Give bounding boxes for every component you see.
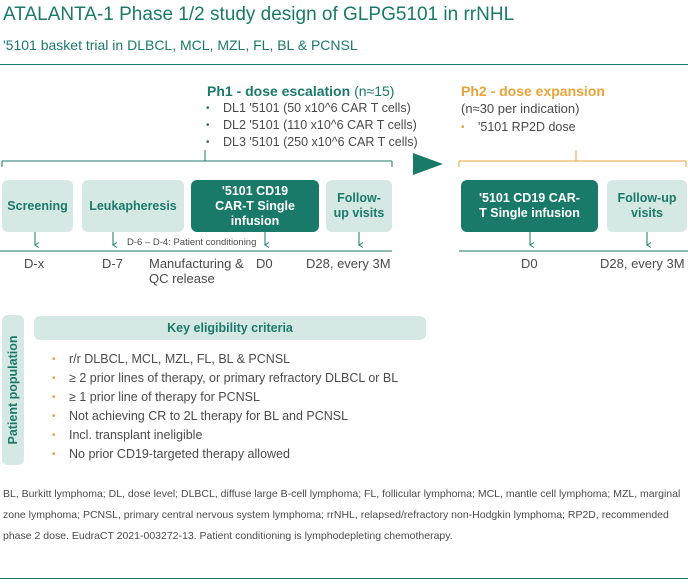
ph1-bracket: [1, 150, 393, 167]
list-item: • r/r DLBCL, MCL, MZL, FL, BL & PCNSL: [52, 350, 398, 369]
ph2-timepoint-follow-up: D28, every 3M: [600, 256, 685, 271]
ph2-step-follow-up: Follow-up visits: [607, 180, 687, 232]
conditioning-note: D-6 – D-4: Patient conditioning: [127, 237, 257, 248]
list-item: • DL1 '5101 (50 x10^6 CAR T cells): [206, 101, 411, 115]
ph1-heading-label: Ph1 - dose escalation: [207, 83, 351, 99]
list-item: • DL2 '5101 (110 x10^6 CAR T cells): [206, 118, 417, 132]
bullet-icon: •: [461, 122, 465, 133]
page-title: ATALANTA-1 Phase 1/2 study design of GLP…: [3, 4, 515, 25]
step-screening: Screening: [2, 180, 73, 232]
list-item: • '5101 RP2D dose: [461, 120, 576, 134]
step-follow-up: Follow-up visits: [326, 180, 392, 232]
ph1-heading-note: (n≈15): [354, 83, 395, 99]
list-item: • ≥ 2 prior lines of therapy, or primary …: [52, 369, 398, 388]
bullet-icon: •: [206, 137, 210, 148]
bullet-icon: •: [52, 430, 56, 441]
list-item: • No prior CD19-targeted therapy allowed: [52, 445, 398, 464]
timepoint-manufacturing: Manufacturing & QC release: [149, 256, 244, 286]
timepoint-screening: D-x: [24, 256, 45, 271]
ph2-step-car-t-infusion: '5101 CD19 CAR-T Single infusion: [461, 180, 598, 232]
ph1-heading: Ph1 - dose escalation (n≈15): [207, 83, 394, 99]
list-item: • Incl. transplant ineligible: [52, 426, 398, 445]
ph2-heading: Ph2 - dose expansion: [461, 83, 605, 99]
criteria-list: • r/r DLBCL, MCL, MZL, FL, BL & PCNSL • ≥ …: [52, 350, 398, 464]
timepoint-infusion: D0: [256, 256, 273, 271]
step-leukapheresis: Leukapheresis: [82, 180, 184, 232]
flow-connectors: [0, 150, 688, 252]
footer-divider: [0, 578, 688, 579]
ph2-bracket: [458, 150, 687, 167]
footnote: BL, Burkitt lymphoma; DL, dose level; DL…: [3, 488, 681, 542]
ph2-timepoint-infusion: D0: [521, 256, 538, 271]
bullet-icon: •: [206, 103, 210, 114]
bullet-icon: •: [52, 392, 56, 403]
patient-population-label: Patient population: [6, 335, 20, 445]
ph2-heading-note: (n≈30 per indication): [461, 101, 580, 116]
list-item: • ≥ 1 prior line of therapy for PCNSL: [52, 388, 398, 407]
bullet-icon: •: [52, 373, 56, 384]
criteria-heading: Key eligibility criteria: [34, 316, 426, 340]
ph1-dose-list: • DL1 '5101 (50 x10^6 CAR T cells) • DL2 '…: [206, 100, 418, 151]
timepoint-leukapheresis: D-7: [102, 256, 123, 271]
phase-transition-arrow: [413, 153, 443, 175]
header-divider: [0, 64, 688, 65]
timepoint-follow-up: D28, every 3M: [306, 256, 391, 271]
list-item: • Not achieving CR to 2L therapy for BL a…: [52, 407, 398, 426]
step-car-t-infusion: '5101 CD19 CAR-T Single infusion: [191, 180, 319, 232]
ph2-item-list: • '5101 RP2D dose: [461, 119, 576, 136]
ph1-timeline: [0, 232, 392, 252]
ph2-timeline: [459, 232, 688, 252]
bullet-icon: •: [52, 411, 56, 422]
patient-population-bar: Patient population: [2, 315, 24, 465]
bullet-icon: •: [52, 449, 56, 460]
list-item: • DL3 '5101 (250 x10^6 CAR T cells): [206, 135, 418, 149]
bullet-icon: •: [52, 354, 56, 365]
page-subtitle: '5101 basket trial in DLBCL, MCL, MZL, F…: [3, 37, 358, 53]
bullet-icon: •: [206, 120, 210, 131]
